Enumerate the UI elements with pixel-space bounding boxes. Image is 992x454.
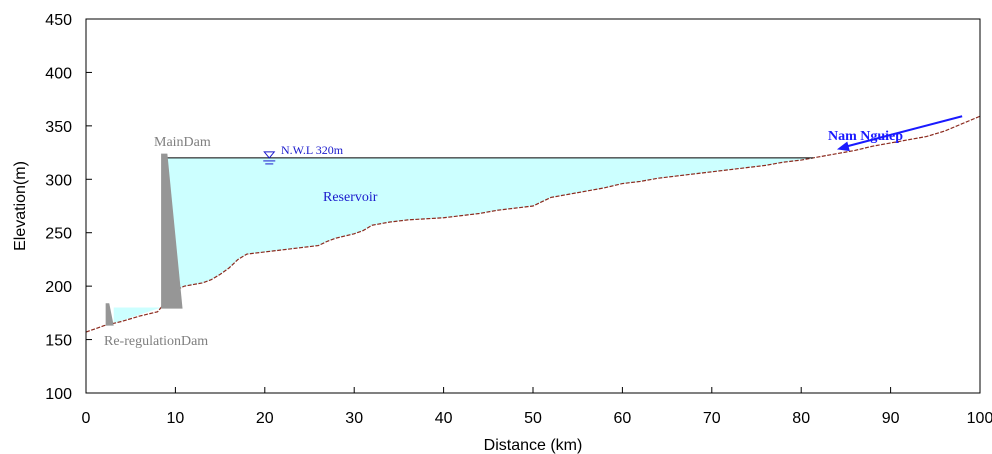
x-tick-label: 60 [614, 410, 632, 427]
reregulation-pool-area [113, 307, 162, 324]
y-tick-label: 200 [45, 279, 72, 296]
x-axis-title: Distance (km) [484, 437, 583, 454]
y-tick-label: 450 [45, 12, 72, 29]
x-tick-label: 100 [967, 410, 992, 427]
y-tick-label: 100 [45, 386, 72, 403]
y-tick-label: 300 [45, 172, 72, 189]
x-tick-label: 10 [167, 410, 185, 427]
main-dam-label: MainDam [154, 135, 211, 150]
reservoir-water-area [163, 157, 814, 305]
riverbed-profile-line [85, 115, 981, 333]
x-tick-label: 90 [882, 410, 900, 427]
river-flow-arrow-icon [836, 115, 963, 152]
water-level-symbol-icon [263, 151, 276, 165]
x-tick-label: 50 [524, 410, 542, 427]
x-axis-ticks: 0 10 20 30 40 50 60 70 80 90 100 [82, 387, 992, 427]
y-tick-label: 150 [45, 333, 72, 350]
x-tick-label: 70 [703, 410, 721, 427]
y-tick-label: 250 [45, 226, 72, 243]
x-tick-label: 30 [345, 410, 363, 427]
x-tick-label: 0 [82, 410, 91, 427]
y-tick-label: 350 [45, 119, 72, 136]
x-tick-label: 20 [256, 410, 274, 427]
x-tick-label: 40 [435, 410, 453, 427]
reservoir-label: Reservoir [323, 190, 378, 205]
y-axis-title: Elevation(m) [12, 161, 29, 251]
river-name-label: Nam Nguiep [828, 129, 903, 144]
main-dam-shape [161, 153, 183, 309]
x-tick-label: 80 [792, 410, 810, 427]
y-tick-label: 400 [45, 65, 72, 82]
reregulation-dam-label: Re-regulationDam [104, 334, 208, 349]
y-axis-ticks: 100 150 200 250 300 350 400 450 [45, 12, 92, 403]
nwl-label: N.W.L 320m [281, 143, 344, 157]
reregulation-dam-shape [105, 303, 114, 326]
